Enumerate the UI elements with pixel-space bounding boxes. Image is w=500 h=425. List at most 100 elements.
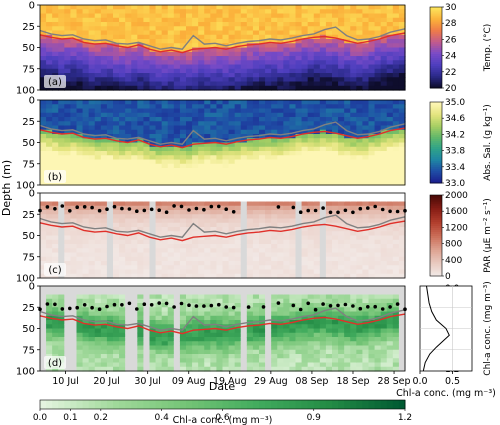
- heatmap-cell: [374, 320, 382, 325]
- heatmap-cell: [350, 22, 357, 27]
- heatmap-cell: [88, 13, 96, 19]
- heatmap-cell: [344, 13, 351, 19]
- heatmap-cell: [301, 193, 309, 198]
- heatmap-cell: [46, 193, 53, 198]
- heatmap-cell: [350, 231, 357, 237]
- heatmap-cell: [228, 129, 236, 135]
- heatmap-cell: [368, 315, 376, 321]
- heatmap-cell: [40, 64, 47, 70]
- heatmap-cell: [88, 117, 96, 122]
- heatmap-cell: [40, 51, 47, 57]
- heatmap-cell: [386, 9, 394, 15]
- heatmap-cell: [216, 235, 224, 241]
- heatmap-cell: [295, 273, 303, 279]
- heatmap-cell: [344, 218, 351, 224]
- heatmap-cell: [216, 100, 224, 105]
- heatmap-cell: [40, 231, 47, 237]
- heatmap-cell: [167, 231, 175, 237]
- heatmap-cell: [374, 5, 382, 10]
- heatmap-cell: [259, 362, 266, 368]
- heatmap-cell: [155, 311, 163, 317]
- heatmap-cell: [204, 231, 211, 237]
- heatmap-cell: [76, 77, 84, 83]
- heatmap-cell: [100, 328, 108, 334]
- heatmap-cell: [368, 332, 376, 338]
- heatmap-cell: [198, 201, 205, 207]
- heatmap-cell: [222, 146, 230, 152]
- heatmap-cell: [252, 210, 260, 215]
- heatmap-cell: [271, 100, 278, 105]
- heatmap-cell: [289, 125, 297, 131]
- heatmap-cell: [380, 244, 388, 249]
- heatmap-cell: [332, 324, 339, 330]
- heatmap-cell: [307, 85, 315, 91]
- heatmap-cell: [94, 235, 102, 241]
- heatmap-cell: [143, 34, 151, 40]
- heatmap-cell: [362, 328, 370, 334]
- heatmap-cell: [325, 60, 333, 66]
- heatmap-cell: [386, 34, 394, 40]
- heatmap-cell: [204, 248, 211, 254]
- heatmap-cell: [64, 22, 72, 27]
- heatmap-cell: [119, 286, 126, 291]
- heatmap-cell: [259, 104, 266, 110]
- heatmap-cell: [210, 142, 218, 148]
- heatmap-cell: [301, 56, 309, 61]
- heatmap-cell: [192, 13, 199, 19]
- heatmap-cell: [362, 205, 370, 211]
- heatmap-cell: [228, 261, 236, 266]
- colorbar-segment: [430, 27, 442, 30]
- heatmap-cell: [64, 349, 72, 355]
- heatmap-cell: [332, 328, 339, 334]
- heatmap-cell: [82, 81, 90, 87]
- heatmap-cell: [344, 129, 351, 135]
- heatmap-cell: [319, 324, 327, 330]
- heatmap-cell: [265, 129, 272, 135]
- heatmap-cell: [234, 172, 242, 178]
- colorbar-segment: [430, 17, 442, 20]
- heatmap-cell: [210, 231, 218, 237]
- heatmap-cell: [137, 273, 145, 279]
- heatmap-cell: [173, 197, 181, 203]
- heatmap-cell: [332, 5, 339, 10]
- heatmap-cell: [398, 60, 406, 66]
- heatmap-cell: [186, 77, 193, 83]
- heatmap-cell: [179, 261, 187, 266]
- heatmap-cell: [356, 197, 364, 203]
- heatmap-cell: [143, 290, 151, 296]
- heatmap-cell: [119, 366, 126, 372]
- heatmap-cell: [222, 108, 230, 114]
- heatmap-cell: [222, 168, 230, 173]
- sample-dot: [202, 304, 206, 308]
- heatmap-cell: [64, 205, 72, 211]
- heatmap-cell: [222, 112, 230, 118]
- heatmap-cell: [368, 68, 376, 74]
- heatmap-cell: [325, 176, 333, 182]
- heatmap-cell: [325, 252, 333, 258]
- heatmap-cell: [186, 362, 193, 368]
- heatmap-cell: [344, 159, 351, 165]
- heatmap-cell: [216, 349, 224, 355]
- heatmap-cell: [295, 5, 303, 10]
- heatmap-cell: [289, 142, 297, 148]
- heatmap-cell: [344, 366, 351, 372]
- heatmap-cell: [246, 104, 254, 110]
- heatmap-cell: [246, 26, 254, 32]
- heatmap-cell: [338, 125, 345, 131]
- heatmap-cell: [277, 193, 284, 198]
- heatmap-cell: [344, 311, 351, 317]
- sample-dot: [217, 204, 221, 209]
- heatmap-cell: [319, 22, 327, 27]
- heatmap-cell: [82, 227, 90, 232]
- heatmap-cell: [234, 205, 242, 211]
- heatmap-cell: [173, 303, 181, 308]
- heatmap-cell: [52, 112, 59, 118]
- heatmap-cell: [222, 315, 230, 321]
- heatmap-cell: [350, 155, 357, 161]
- heatmap-cell: [167, 125, 175, 131]
- heatmap-cell: [362, 256, 370, 262]
- heatmap-cell: [228, 354, 236, 359]
- heatmap-cell: [246, 273, 254, 279]
- heatmap-cell: [106, 210, 114, 215]
- heatmap-cell: [259, 9, 266, 15]
